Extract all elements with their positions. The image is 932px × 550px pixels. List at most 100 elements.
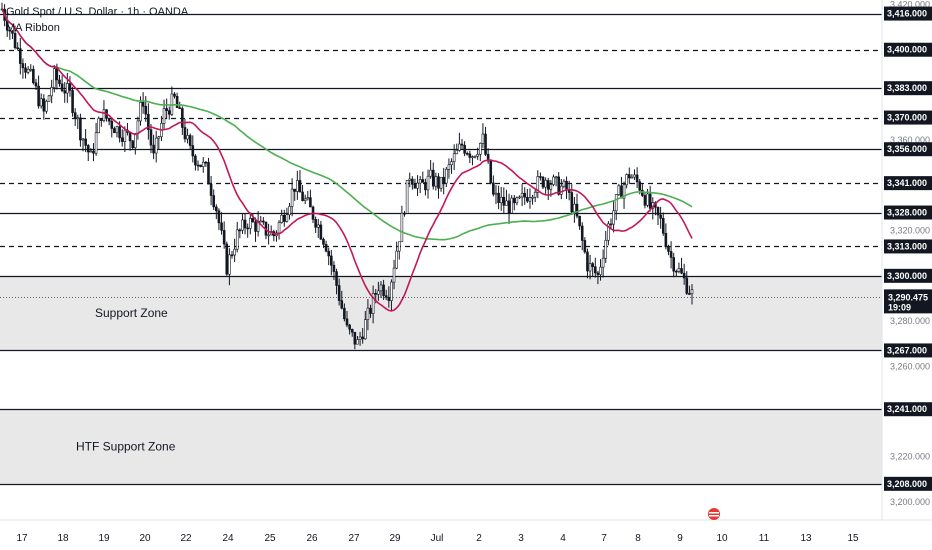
candle-body	[468, 153, 472, 158]
candle-body	[371, 293, 375, 314]
candle-body	[58, 79, 61, 85]
candle-body	[107, 118, 111, 122]
candle-body	[544, 180, 547, 188]
candle-body	[677, 268, 681, 272]
candle-body	[165, 108, 168, 111]
candle-body	[450, 161, 453, 166]
time-axis[interactable]: 17 18 19 20 22 24 25 26 27 29 Jul 2 3 4 7 8 9 10 11 13 15	[16, 533, 859, 544]
candle-body	[267, 234, 270, 237]
price-axis[interactable]: 3,420.000 3,360.000 3,320.000 3,280.000 3,26…	[890, 0, 930, 507]
candle-body	[152, 144, 155, 154]
candle-body	[473, 155, 477, 158]
candle-body	[625, 174, 628, 186]
zone-band	[0, 409, 882, 484]
candle-body	[149, 129, 153, 146]
candle-body	[353, 331, 357, 345]
y-tick-label: 3,360.000	[890, 135, 930, 145]
candle-body	[298, 180, 302, 193]
candle-body	[392, 267, 396, 283]
candle-body	[573, 203, 576, 213]
candle-body	[86, 145, 90, 153]
candle-body	[94, 132, 98, 154]
candle-body	[123, 129, 127, 142]
candle-body	[520, 192, 524, 198]
candle-body	[288, 206, 291, 216]
candle-body	[646, 193, 649, 206]
candle-body	[609, 223, 613, 226]
candle-body	[330, 255, 333, 266]
candle-body	[29, 68, 33, 71]
candle-body	[497, 192, 500, 204]
candle-body	[575, 203, 579, 217]
candle-body	[89, 150, 93, 153]
candle-body	[147, 113, 150, 130]
candle-body	[26, 68, 30, 73]
candle-body	[656, 206, 660, 216]
candle-body	[39, 98, 43, 107]
candle-body	[570, 192, 574, 213]
candle-body	[421, 179, 425, 183]
candle-body	[560, 185, 563, 195]
candle-body	[128, 132, 132, 142]
x-tick-label: 27	[348, 533, 360, 544]
candle-body	[489, 160, 493, 184]
candle-body	[512, 197, 516, 204]
candle-body	[413, 184, 417, 189]
candle-body	[630, 176, 634, 179]
candle-body	[220, 222, 223, 231]
candle-body	[309, 197, 312, 208]
x-tick-label: 24	[222, 533, 234, 544]
candle-body	[251, 217, 255, 223]
candle-body	[680, 268, 683, 274]
y-tick-label: 3,280.000	[890, 316, 930, 326]
candle-body	[209, 183, 213, 196]
indicator-label[interactable]: MA Ribbon	[6, 22, 60, 34]
x-tick-label: 22	[180, 533, 192, 544]
level-tag-label: 3,356.000	[887, 144, 927, 154]
candle-body	[659, 214, 662, 219]
candle-body	[379, 284, 383, 292]
candle-body	[358, 336, 362, 340]
candle-body	[664, 233, 668, 248]
candle-body	[437, 176, 440, 189]
y-tick-label: 3,220.000	[890, 452, 930, 462]
candle-body	[199, 164, 202, 167]
candle-body	[408, 178, 412, 181]
candle-body	[173, 93, 176, 97]
candle-body	[217, 210, 221, 224]
level-tag	[884, 343, 932, 358]
candle-body	[549, 184, 553, 190]
candle-body	[100, 118, 103, 121]
candle-body	[167, 110, 171, 115]
candle-body	[675, 270, 678, 273]
candle-body	[144, 106, 148, 115]
level-tag	[884, 476, 932, 491]
candle-body	[526, 196, 529, 202]
candle-body	[319, 224, 323, 240]
candle-body	[622, 184, 626, 199]
candle-body	[45, 100, 48, 112]
candle-body	[314, 219, 317, 228]
current-price-box	[884, 289, 932, 314]
candle-body	[133, 133, 137, 149]
candle-body	[439, 176, 443, 189]
candle-body	[499, 196, 503, 204]
candle-body	[518, 196, 521, 199]
candle-body	[254, 221, 257, 232]
candle-body	[541, 176, 545, 188]
candle-body	[293, 188, 297, 192]
candle-body	[238, 229, 242, 232]
candle-body	[324, 244, 328, 252]
x-tick-label: 18	[57, 533, 69, 544]
candle-body	[685, 277, 689, 294]
x-tick-label: 11	[759, 533, 770, 544]
event-marker-icon[interactable]	[708, 508, 720, 520]
candle-body	[13, 33, 17, 49]
candle-body	[215, 206, 218, 212]
candle-body	[47, 95, 51, 102]
candle-body	[71, 90, 74, 113]
candle-body	[515, 197, 519, 204]
level-tag	[884, 402, 932, 417]
zone-band	[0, 275, 882, 351]
